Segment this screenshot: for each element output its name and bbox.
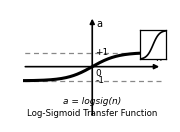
Text: Log-Sigmoid Transfer Function: Log-Sigmoid Transfer Function bbox=[27, 109, 158, 118]
Text: -1: -1 bbox=[95, 76, 104, 85]
Text: 0: 0 bbox=[95, 69, 101, 78]
Text: a: a bbox=[96, 19, 102, 29]
Text: a = logsig(n): a = logsig(n) bbox=[63, 97, 121, 106]
Text: n: n bbox=[155, 53, 161, 63]
Text: +1: +1 bbox=[95, 48, 109, 57]
